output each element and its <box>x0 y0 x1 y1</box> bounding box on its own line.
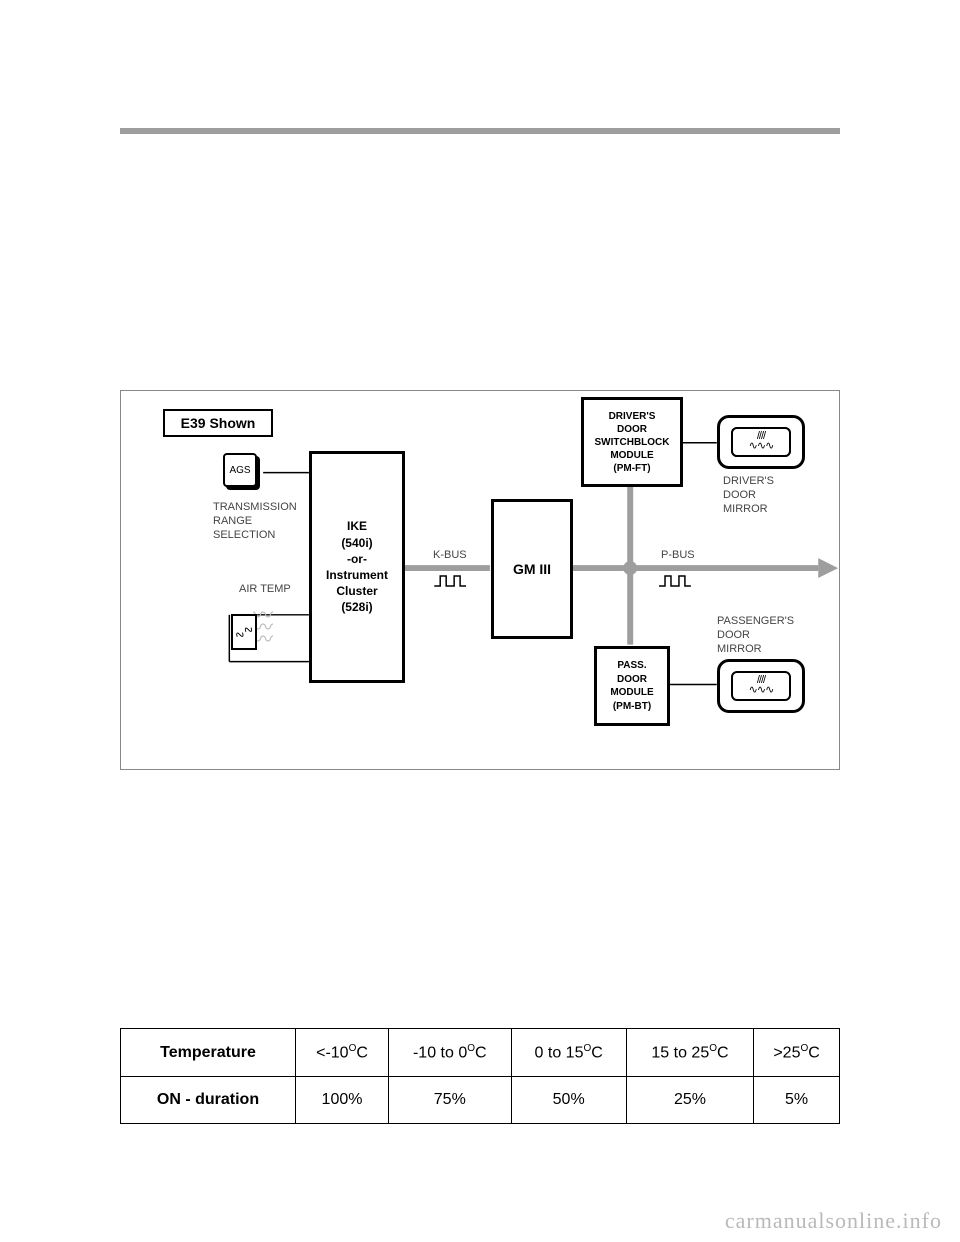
row-header-duration: ON - duration <box>121 1077 296 1124</box>
ags-label: AGS <box>229 465 250 476</box>
ike-box: IKE (540i) -or- Instrument Cluster (528i… <box>309 451 405 683</box>
cell-dur-4: 5% <box>754 1077 840 1124</box>
air-temp-label: AIR TEMP <box>239 583 291 597</box>
ike-label: IKE (540i) -or- Instrument Cluster (528i… <box>326 518 388 615</box>
temp-sensor: 〰〰〰 ∿∿ <box>231 606 269 658</box>
pass-module-label: PASS. DOOR MODULE (PM-BT) <box>610 659 653 713</box>
watermark: carmanualsonline.info <box>0 1208 960 1234</box>
cell-dur-0: 100% <box>296 1077 389 1124</box>
row-header-temperature: Temperature <box>121 1029 296 1077</box>
cell-temp-0: <-10OC <box>296 1029 389 1077</box>
driver-switch-label: DRIVER'S DOOR SWITCHBLOCK MODULE (PM-FT) <box>595 410 670 475</box>
table-row: Temperature <-10OC -10 to 0OC 0 to 15OC … <box>121 1029 840 1077</box>
passenger-mirror-label: PASSENGER'S DOOR MIRROR <box>717 615 794 656</box>
cell-dur-1: 75% <box>389 1077 512 1124</box>
cell-dur-2: 50% <box>511 1077 626 1124</box>
kbus-label: K-BUS <box>433 549 467 563</box>
transmission-label: TRANSMISSION RANGE SELECTION <box>213 501 297 542</box>
diagram-frame: E39 Shown AGS TRANSMISSION RANGE SELECTI… <box>120 390 840 770</box>
passenger-mirror-icon: //// ∿∿∿ <box>717 659 805 713</box>
cell-dur-3: 25% <box>626 1077 753 1124</box>
pbus-label: P-BUS <box>661 549 695 563</box>
top-rule <box>120 128 840 134</box>
cell-temp-4: >25OC <box>754 1029 840 1077</box>
driver-mirror-label: DRIVER'S DOOR MIRROR <box>723 475 774 516</box>
gm-box: GM III <box>491 499 573 639</box>
table-row: ON - duration 100% 75% 50% 25% 5% <box>121 1077 840 1124</box>
driver-mirror-icon: 〰〰〰 //// ∿∿∿ <box>717 415 805 469</box>
cell-temp-3: 15 to 25OC <box>626 1029 753 1077</box>
cell-temp-1: -10 to 0OC <box>389 1029 512 1077</box>
temperature-duration-table: Temperature <-10OC -10 to 0OC 0 to 15OC … <box>120 1028 840 1124</box>
diagram-tag-text: E39 Shown <box>181 415 256 431</box>
driver-switchblock-box: DRIVER'S DOOR SWITCHBLOCK MODULE (PM-FT) <box>581 397 683 487</box>
ags-badge: AGS <box>223 453 263 493</box>
passenger-module-box: PASS. DOOR MODULE (PM-BT) <box>594 646 670 726</box>
diagram-tag: E39 Shown <box>163 409 273 437</box>
gm-label: GM III <box>513 561 551 577</box>
cell-temp-2: 0 to 15OC <box>511 1029 626 1077</box>
